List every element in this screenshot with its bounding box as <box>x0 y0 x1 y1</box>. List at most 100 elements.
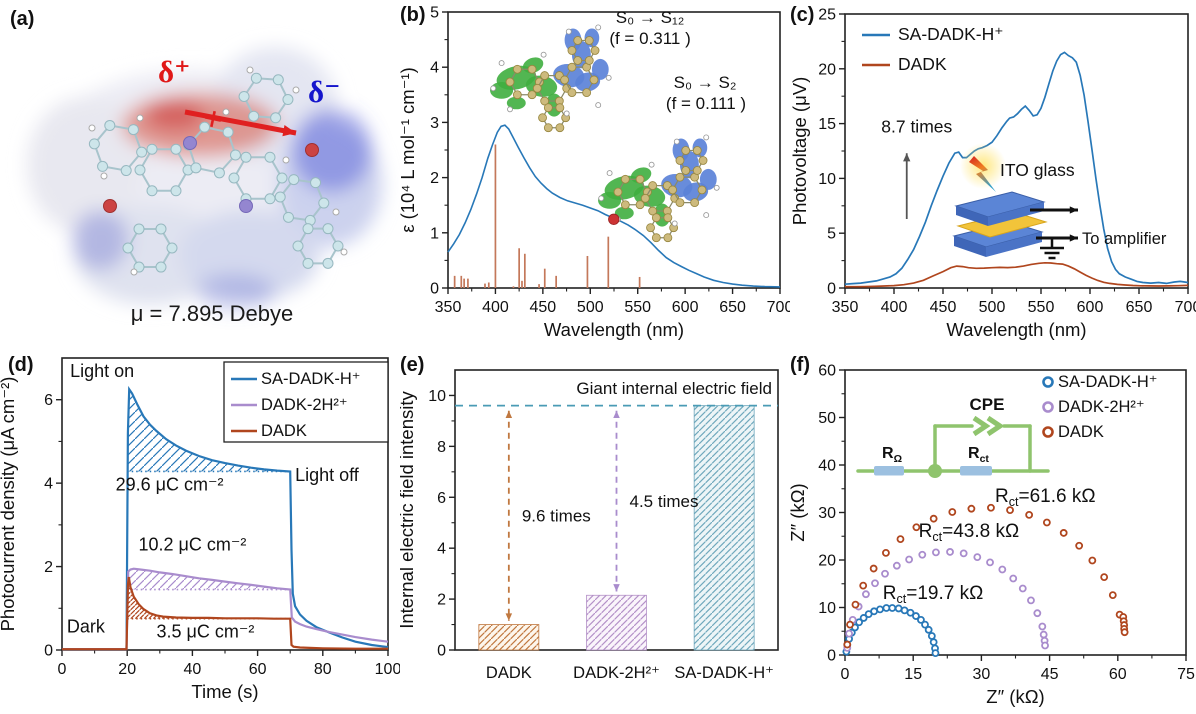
y-tick: 5 <box>827 226 836 243</box>
nyquist-series <box>843 503 1129 649</box>
x-tick: 550 <box>624 299 651 316</box>
panel-c: (c) 350 400 450 500 550 600 650 700 0 5 10 15 20 25 Wa… <box>790 0 1196 340</box>
x-tick: 500 <box>577 299 604 316</box>
y-tick: 2 <box>437 592 446 609</box>
legend: SA-DADK-H⁺ DADK <box>862 24 1004 74</box>
bar-category-label: DADK <box>486 664 532 682</box>
rct-label: Rct=43.8 kΩ <box>919 521 1020 544</box>
panel-e: (e) 0 2 4 6 8 10 Internal electric field inten… <box>400 340 790 714</box>
y-tick: 25 <box>818 7 836 24</box>
panel-b-label: (b) <box>400 4 426 26</box>
dadk-curve <box>845 261 1189 288</box>
fold-label: 4.5 times <box>630 492 699 511</box>
x-axis-label: Wavelength (nm) <box>544 319 684 340</box>
x-tick: 40 <box>184 661 202 678</box>
transition-annotation: S₀ → S₁₂ <box>616 8 685 27</box>
y-tick: 4 <box>437 541 446 558</box>
y-tick: 2 <box>430 170 439 187</box>
panel-d-label: (d) <box>8 354 34 376</box>
legend-label: DADK <box>898 54 947 74</box>
legend-label: SA-DADK-H⁺ <box>261 370 360 388</box>
x-tick: 60 <box>1109 666 1127 683</box>
ito-glass-label: ITO glass <box>1000 160 1075 180</box>
bar-1 <box>586 594 647 651</box>
y-tick: 5 <box>430 5 439 22</box>
delta-minus-label: δ⁻ <box>308 74 341 109</box>
photocurrent-curve <box>62 385 389 651</box>
ground-icon <box>1040 238 1064 260</box>
ball-stick-molecule <box>88 66 348 276</box>
legend: SA-DADK-H⁺ DADK-2H²⁺ DADK <box>1042 373 1157 441</box>
y-axis-label: Photocurrent density (μA cm⁻²) <box>0 377 18 632</box>
x-tick: 550 <box>1028 299 1055 316</box>
x-tick: 350 <box>435 299 462 316</box>
photocurrent-curve <box>62 567 389 651</box>
device-inset: ITO glass To amplifier <box>952 143 1167 260</box>
photocurrent-curve <box>62 576 388 651</box>
x-tick: 60 <box>249 661 267 678</box>
rct-label: Rct=19.7 kΩ <box>883 583 984 606</box>
x-tick: 30 <box>973 666 991 683</box>
y-tick: 20 <box>818 61 836 78</box>
molecule-esp-image <box>27 47 382 310</box>
y-tick: 2 <box>44 559 53 576</box>
y-tick: 15 <box>818 116 836 133</box>
bar-0 <box>478 624 540 651</box>
electric-field-bar-chart: 0 2 4 6 8 10 Internal electric field intensity… <box>400 369 779 682</box>
delta-plus-label: δ⁺ <box>158 54 191 89</box>
y-tick: 30 <box>818 505 836 522</box>
event-annotation: Dark <box>67 616 106 636</box>
cpe-chevron <box>972 415 991 437</box>
x-tick: 20 <box>118 661 136 678</box>
y-tick: 0 <box>827 281 836 298</box>
absorption-curve <box>447 124 781 288</box>
to-amplifier-label: To amplifier <box>1082 230 1167 248</box>
nyquist-chart: 0 15 30 45 60 75 0 10 20 30 40 50 60 Z″ (kΩ) Z″ (kΩ) Rc… <box>790 363 1195 708</box>
x-tick: 400 <box>482 299 509 316</box>
x-tick: 700 <box>767 299 790 316</box>
x-tick: 650 <box>719 299 746 316</box>
charge-hatch-area <box>127 389 291 472</box>
x-tick: 80 <box>314 661 332 678</box>
x-tick: 350 <box>832 299 859 316</box>
oxygen-atom <box>103 199 117 213</box>
oscillator-strength-sticks <box>453 144 641 288</box>
x-tick: 75 <box>1177 666 1195 683</box>
up-arrow <box>903 153 911 219</box>
rct-label: Rct=61.6 kΩ <box>995 486 1096 509</box>
lightning-bolt-icon <box>969 156 996 192</box>
legend-label: DADK-2H²⁺ <box>1058 398 1145 416</box>
photocurrent-chart: 0 20 40 60 80 100 0 2 4 6 Time (s) Photocurrent den… <box>0 357 400 702</box>
sa-dadk-h-curve <box>844 51 1189 286</box>
legend-label: DADK-2H²⁺ <box>261 396 348 414</box>
absorption-spectrum-chart: 350 400 450 500 550 600 650 700 0 1 2 3 4 5 Wavelength… <box>400 5 790 341</box>
charge-hatch-area <box>127 577 291 619</box>
x-tick: 0 <box>841 666 850 683</box>
panel-f: (f) 0 15 30 45 60 75 0 10 20 30 40 50 60 Z″ (kΩ) Z″ (k… <box>790 340 1196 714</box>
panel-d: (d) 0 20 40 60 80 100 0 2 4 6 Time (s) Photocurrent… <box>0 340 400 714</box>
x-tick: 600 <box>672 299 699 316</box>
axes: 350 400 450 500 550 600 650 700 0 1 2 3 4 5 Wavelength… <box>400 5 790 341</box>
y-tick: 3 <box>430 115 439 132</box>
y-tick: 60 <box>818 363 836 380</box>
y-tick: 4 <box>44 476 53 493</box>
y-tick: 10 <box>818 600 836 617</box>
fold-arrow <box>505 410 513 621</box>
y-axis-label: Z″ (kΩ) <box>790 483 808 541</box>
oxygen-atom <box>305 143 319 157</box>
y-tick: 0 <box>430 281 439 298</box>
dipole-moment-label: μ = 7.895 Debye <box>130 301 294 326</box>
x-tick: 450 <box>530 299 557 316</box>
charge-value-label: 3.5 μC cm⁻² <box>156 621 254 641</box>
x-tick: 500 <box>979 299 1006 316</box>
y-tick: 40 <box>818 458 836 475</box>
x-tick: 0 <box>58 661 67 678</box>
x-tick: 400 <box>881 299 908 316</box>
charge-value-label: 29.6 μC cm⁻² <box>116 475 224 495</box>
nitrogen-atom <box>239 199 253 213</box>
bar-2 <box>693 405 755 651</box>
y-tick: 4 <box>430 60 439 77</box>
legend-label: DADK <box>1058 423 1104 441</box>
x-tick: 650 <box>1126 299 1153 316</box>
